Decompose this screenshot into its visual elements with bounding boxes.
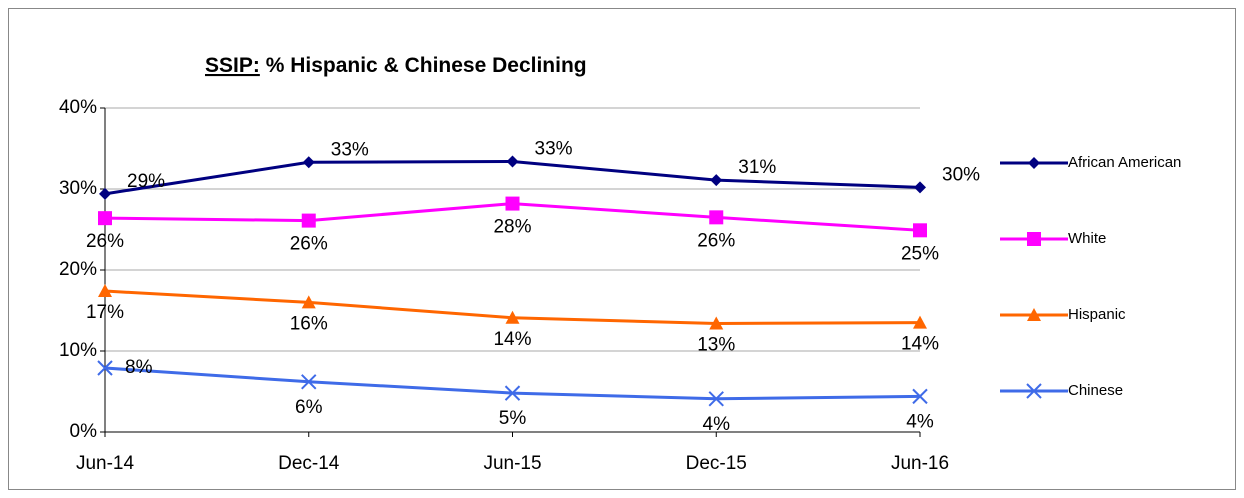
legend-marker <box>1026 383 1042 399</box>
data-label: 26% <box>697 230 735 251</box>
point-marker <box>301 213 316 228</box>
chart-title: SSIP: % Hispanic & Chinese Declining <box>205 54 587 77</box>
data-label: 33% <box>331 139 369 160</box>
legend-label: White <box>1068 230 1106 247</box>
point-marker <box>301 295 316 309</box>
data-label: 28% <box>493 217 531 238</box>
data-label: 14% <box>493 329 531 350</box>
point-marker <box>98 284 112 298</box>
point-marker <box>505 310 520 324</box>
point-marker <box>97 360 113 376</box>
chart-frame <box>8 8 1236 490</box>
y-tick-label: 0% <box>70 421 98 442</box>
data-label: 31% <box>738 157 776 178</box>
y-tick-label: 20% <box>59 259 97 280</box>
data-label: 4% <box>703 414 731 435</box>
data-label: 6% <box>295 397 323 418</box>
point-marker <box>99 187 111 200</box>
data-label: 8% <box>125 357 153 378</box>
data-label: 33% <box>535 138 573 159</box>
data-label: 29% <box>127 171 165 192</box>
point-marker <box>709 316 724 330</box>
y-tick-label: 40% <box>59 97 97 118</box>
y-tick-label: 30% <box>59 178 97 199</box>
legend-marker <box>1028 157 1040 169</box>
legend-label: African American <box>1068 154 1181 171</box>
legend-marker <box>1027 308 1041 321</box>
data-label: 26% <box>86 231 124 252</box>
data-label: 25% <box>901 243 939 264</box>
data-label: 16% <box>290 313 328 334</box>
data-label: 4% <box>906 411 934 432</box>
point-marker <box>709 210 724 225</box>
y-tick-label: 10% <box>59 340 97 361</box>
point-marker <box>302 156 315 169</box>
data-label: 14% <box>901 334 939 355</box>
x-tick-label: Jun-15 <box>483 453 541 474</box>
data-label: 5% <box>499 408 527 429</box>
x-tick-label: Jun-14 <box>76 453 135 474</box>
point-marker <box>504 385 521 401</box>
legend-label: Chinese <box>1068 382 1123 399</box>
point-marker <box>98 211 112 226</box>
title-prefix: SSIP: <box>205 54 260 77</box>
point-marker <box>710 174 723 187</box>
point-marker <box>708 391 724 407</box>
x-tick-label: Dec-15 <box>686 453 747 474</box>
point-marker <box>913 223 927 238</box>
data-label: 13% <box>697 334 735 355</box>
legend-label: Hispanic <box>1068 306 1126 323</box>
data-label: 30% <box>942 164 980 185</box>
point-marker <box>301 374 317 390</box>
data-label: 17% <box>86 302 124 323</box>
point-marker <box>912 388 928 405</box>
legend-marker <box>1027 232 1041 246</box>
point-marker <box>505 196 520 211</box>
point-marker <box>914 181 926 194</box>
x-tick-label: Jun-16 <box>891 453 949 474</box>
data-label: 26% <box>290 234 328 255</box>
point-marker <box>913 315 927 329</box>
x-tick-label: Dec-14 <box>278 453 340 474</box>
title-text: % Hispanic & Chinese Declining <box>266 54 587 77</box>
point-marker <box>506 155 519 168</box>
